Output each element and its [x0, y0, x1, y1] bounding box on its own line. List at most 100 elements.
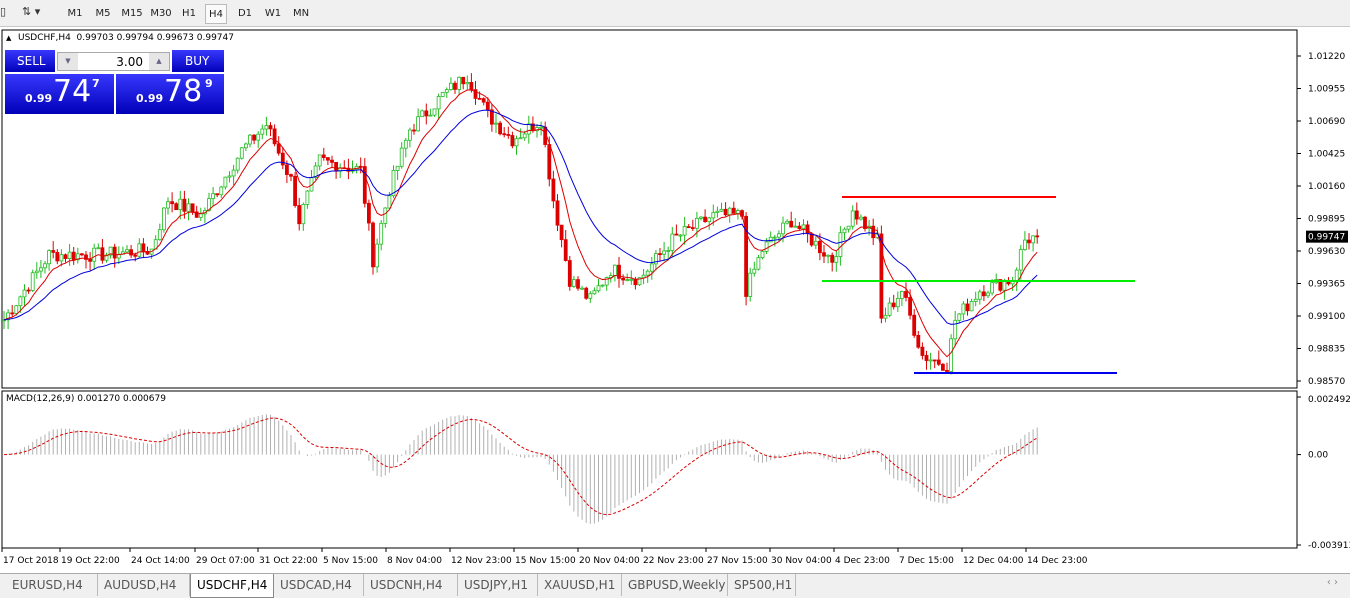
- time-tick-label: 12 Dec 04:00: [963, 556, 1024, 566]
- price-tick-label: 0.99100: [1308, 312, 1345, 322]
- time-tick-label: 20 Nov 04:00: [579, 556, 640, 566]
- tab-xauusd-h1[interactable]: XAUUSD,H1: [538, 574, 622, 596]
- tab-usdjpy-h1[interactable]: USDJPY,H1: [458, 574, 538, 596]
- candle: [891, 302, 896, 308]
- timeframe-m30[interactable]: M30: [150, 8, 172, 19]
- price-chart[interactable]: 1.012201.009551.006901.004251.001600.998…: [0, 28, 1350, 573]
- candle: [977, 291, 982, 300]
- buy-price-fraction: 9: [205, 77, 213, 90]
- buy-button[interactable]: BUY: [172, 50, 224, 72]
- candle: [416, 116, 421, 132]
- tab-audusd-h4[interactable]: AUDUSD,H4: [98, 574, 190, 596]
- timeframe-m5[interactable]: M5: [95, 8, 111, 19]
- candle: [670, 233, 675, 251]
- candle: [637, 277, 642, 286]
- candle: [141, 243, 146, 252]
- candle: [157, 229, 162, 241]
- candle: [223, 176, 228, 188]
- candle: [190, 203, 195, 213]
- candle: [371, 222, 375, 268]
- macd-tick-label: 0.00: [1308, 451, 1328, 461]
- candle: [707, 217, 712, 222]
- macd-histogram: [7, 414, 1038, 524]
- candle: [428, 114, 433, 117]
- collapse-triangle-icon[interactable]: ▲: [6, 34, 12, 42]
- candle: [920, 346, 925, 356]
- macd-label: MACD(12,26,9) 0.001270 0.000679: [6, 394, 166, 404]
- template-icon[interactable]: ▯: [0, 5, 7, 18]
- tab-usdcnh-h4[interactable]: USDCNH,H4: [364, 574, 458, 596]
- candle: [842, 228, 847, 234]
- time-tick-label: 30 Nov 04:00: [771, 556, 832, 566]
- candle: [1002, 281, 1007, 291]
- candle: [59, 254, 64, 262]
- decrease-lot-icon[interactable]: ▼: [58, 53, 78, 70]
- candle: [953, 319, 958, 340]
- candle: [789, 220, 794, 228]
- candle: [859, 216, 863, 220]
- candle: [481, 98, 486, 103]
- price-tick-label: 1.01220: [1308, 52, 1345, 62]
- candle: [198, 213, 203, 218]
- tab-eurusd-h4[interactable]: EURUSD,H4: [6, 574, 98, 596]
- candle: [895, 298, 900, 308]
- candle: [723, 208, 728, 216]
- time-tick-label: 5 Nov 15:00: [323, 556, 378, 566]
- candle: [125, 249, 129, 253]
- sell-button[interactable]: SELL: [5, 50, 55, 72]
- candle: [965, 303, 970, 312]
- timeframe-w1[interactable]: W1: [264, 8, 282, 19]
- candle: [658, 253, 662, 256]
- candle: [973, 298, 978, 302]
- price-pane-frame: [1, 29, 1298, 389]
- candle: [526, 123, 531, 135]
- candle: [330, 159, 334, 163]
- candle: [818, 240, 822, 254]
- candle: [711, 212, 716, 219]
- candle: [284, 164, 289, 175]
- timeframe-mn[interactable]: MN: [292, 8, 310, 19]
- tab-sp500-h1[interactable]: SP500,H1: [728, 574, 796, 596]
- candle: [596, 285, 601, 292]
- candle: [932, 359, 937, 362]
- candle: [813, 240, 818, 246]
- candle: [990, 282, 994, 294]
- candle: [453, 82, 457, 90]
- lot-size-stepper[interactable]: ▼ 3.00 ▲: [57, 52, 170, 71]
- candle: [879, 233, 884, 319]
- candle: [1014, 269, 1019, 282]
- candle: [186, 203, 191, 212]
- tab-gbpusd-weekly[interactable]: GBPUSD,Weekly: [622, 574, 728, 596]
- increase-lot-icon[interactable]: ▲: [149, 53, 169, 70]
- candle: [227, 175, 232, 178]
- tab-usdcad-h4[interactable]: USDCAD,H4: [274, 574, 364, 596]
- candle: [1023, 239, 1027, 251]
- timeframe-h4[interactable]: H4: [205, 4, 227, 24]
- time-tick-label: 27 Nov 15:00: [707, 556, 768, 566]
- candle: [547, 144, 552, 180]
- timeframe-m15[interactable]: M15: [121, 8, 143, 19]
- chart-tabs: EURUSD,H4 AUDUSD,H4 USDCHF,H4 USDCAD,H4 USDC…: [0, 573, 1350, 598]
- candle: [756, 257, 761, 270]
- candle: [551, 178, 556, 202]
- chart-tools-icon[interactable]: ⇅ ▾: [22, 5, 41, 18]
- tab-scroll-arrows-icon[interactable]: ‹ ›: [1326, 577, 1338, 588]
- timeframe-h1[interactable]: H1: [182, 8, 196, 19]
- candle: [18, 296, 23, 307]
- candle: [510, 135, 515, 147]
- timeframe-m1[interactable]: M1: [67, 8, 83, 19]
- tab-usdchf-h4[interactable]: USDCHF,H4: [190, 574, 274, 598]
- candle: [84, 254, 88, 260]
- buy-price[interactable]: 0.99 78 9: [116, 74, 224, 114]
- time-tick-label: 31 Oct 22:00: [259, 556, 318, 566]
- candle: [662, 250, 666, 255]
- time-tick-label: 19 Oct 22:00: [61, 556, 120, 566]
- candle: [424, 110, 429, 117]
- candle: [407, 129, 412, 141]
- candle: [248, 134, 252, 145]
- lot-input[interactable]: 3.00: [116, 55, 143, 69]
- candle: [797, 225, 802, 230]
- candle: [100, 247, 105, 261]
- sell-price[interactable]: 0.99 74 7: [5, 74, 114, 114]
- timeframe-d1[interactable]: D1: [237, 8, 253, 19]
